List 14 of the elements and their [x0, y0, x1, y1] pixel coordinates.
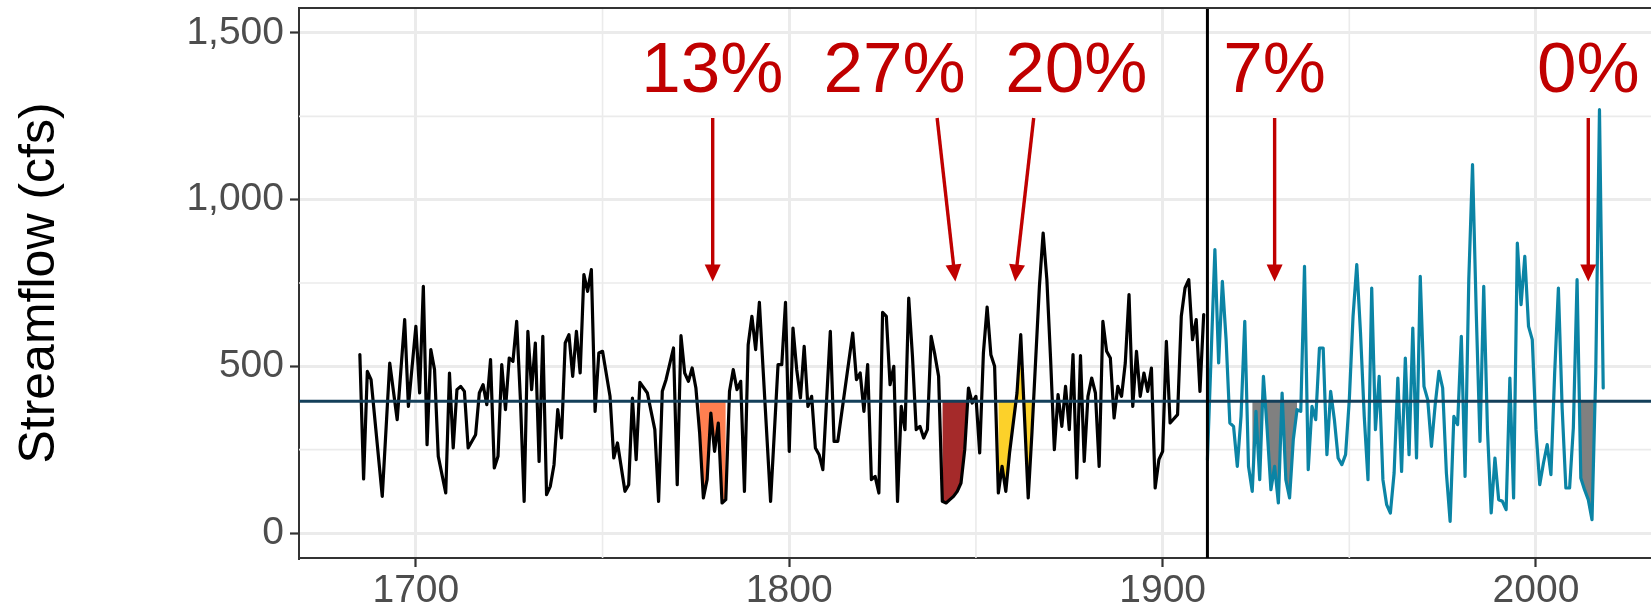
x-tick-label: 1700 — [372, 567, 460, 610]
x-tick-label: 1800 — [745, 567, 833, 610]
annotation: 7% — [1223, 28, 1326, 107]
y-axis-title: Streamflow (cfs) — [8, 102, 65, 464]
y-tick-label: 500 — [218, 342, 284, 386]
y-tick-label: 1,000 — [186, 175, 284, 219]
annotation: 0% — [1536, 28, 1640, 107]
y-tick-label: 1,500 — [186, 8, 284, 52]
y-tick-label: 0 — [262, 508, 284, 552]
annotation: 27% — [823, 28, 966, 107]
annotation: 13% — [641, 28, 784, 107]
x-tick-label: 2000 — [1492, 567, 1580, 610]
x-tick-label: 1900 — [1119, 567, 1207, 610]
annotation: 20% — [1005, 28, 1148, 107]
